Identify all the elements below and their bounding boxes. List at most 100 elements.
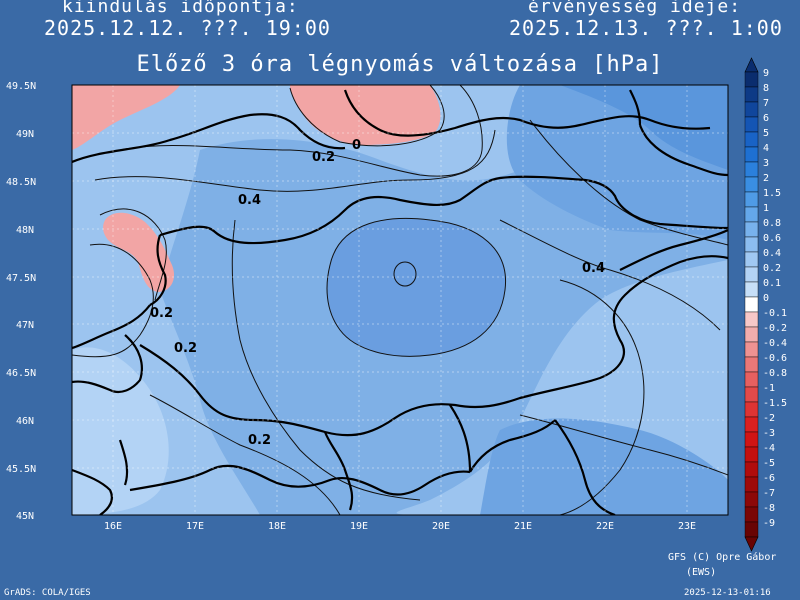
legend-label: -1.5 [763,398,787,409]
lat-lon-grid [72,85,728,515]
contour-label: 0.4 [582,261,605,276]
valid-time-value: 2025.12.13. ???. 1:00 [509,16,783,40]
legend-swatch [744,236,759,253]
legend-label: 0.6 [763,233,781,244]
lat-label: 45.5N [6,464,36,475]
legend-swatch [744,326,759,343]
legend-arrow-up [744,57,759,73]
legend-swatch [744,116,759,133]
generation-timestamp: 2025-12-13-01:16 [684,588,771,598]
legend-label: 3 [763,158,769,169]
legend-swatch [744,71,759,88]
map-plot-area [72,85,728,515]
contour-labels: 0 0.2 0.4 0.4 0.2 0.2 0.2 [150,138,605,448]
start-time-label: kiindulás időpontja: [62,0,299,17]
legend-arrow-down [744,536,759,552]
legend-swatch [744,281,759,298]
legend-label: -3 [763,428,775,439]
lon-label: 23E [678,521,696,532]
legend-swatch [744,146,759,163]
valid-time-label: érvényesség ideje: [528,0,742,17]
legend-label: 1.5 [763,188,781,199]
legend-swatch [744,341,759,358]
legend-swatch [744,251,759,268]
map-frame [71,84,729,516]
legend-label: -5 [763,458,775,469]
legend-label: 9 [763,68,769,79]
legend-swatch [744,356,759,373]
legend-label: 1 [763,203,769,214]
lon-label: 20E [432,521,450,532]
legend-label: -0.4 [763,338,787,349]
legend-label: 0 [763,293,769,304]
isobar-lines [72,85,728,515]
legend-label: 7 [763,98,769,109]
lat-label: 46N [16,416,34,427]
legend-label: -2 [763,413,775,424]
lon-label: 22E [596,521,614,532]
legend-label: -0.8 [763,368,787,379]
contour-label: 0 [352,138,361,153]
legend-label: 2 [763,173,769,184]
legend-swatch [744,131,759,148]
lon-label: 16E [104,521,122,532]
legend-label: -0.1 [763,308,787,319]
legend-label: -9 [763,518,775,529]
legend-swatch [744,416,759,433]
field-neg-west [103,212,175,292]
legend-swatch [744,296,759,313]
legend-swatch [744,401,759,418]
legend-label: 4 [763,143,769,154]
map-title: Előző 3 óra légnyomás változása [hPa] [136,52,664,77]
lat-label: 48N [16,225,34,236]
color-scale-legend: 9 8 7 6 5 4 3 2 1.5 1 0.8 0.6 0.4 0.2 0.1 0 -0.1 -0.2 -0.4… [744,57,787,552]
lon-label: 21E [514,521,532,532]
legend-label: 6 [763,113,769,124]
lat-label: 47N [16,320,34,331]
legend-label: 0.4 [763,248,781,259]
legend-label: 0.2 [763,263,781,274]
legend-label: 0.8 [763,218,781,229]
lat-label: 49.5N [6,81,36,92]
lat-label: 47.5N [6,273,36,284]
contour-label: 0.2 [312,150,335,165]
legend-swatch [744,506,759,523]
legend-swatch [744,476,759,493]
legend-label: -1 [763,383,775,394]
legend-label: -6 [763,473,775,484]
legend-swatch [744,491,759,508]
legend-swatch [744,446,759,463]
lat-label: 46.5N [6,368,36,379]
field-0.8-ne [560,85,728,170]
legend-swatch [744,101,759,118]
contour-label: 0.4 [238,193,261,208]
field-neg-north [290,85,441,145]
legend-swatch [744,221,759,238]
legend-swatch [744,176,759,193]
legend-label: -8 [763,503,775,514]
contour-label: 0.2 [248,433,271,448]
legend-swatch [744,431,759,448]
legend-swatch [744,86,759,103]
contour-label: 0.2 [150,306,173,321]
lon-label: 18E [268,521,286,532]
country-borders [72,89,728,515]
lon-label: 19E [350,521,368,532]
lat-label: 49N [16,129,34,140]
latitude-labels: 49.5N 49N 48.5N 48N 47.5N 47N 46.5N 46N … [6,81,36,522]
model-credit-ews: (EWS) [686,567,717,578]
legend-swatch [744,461,759,478]
field-neg-northwest [72,85,180,150]
lat-label: 45N [16,511,34,522]
field-0.6-se [480,418,728,515]
start-time-value: 2025.12.12. ???. 19:00 [44,16,331,40]
grads-credit: GrADS: COLA/IGES [4,588,91,598]
legend-swatch [744,386,759,403]
legend-label: -7 [763,488,775,499]
field-0.2-west [72,347,169,515]
legend-label: -0.2 [763,323,787,334]
legend-label: 5 [763,128,769,139]
contour-label: 0.2 [174,341,197,356]
model-credit: GFS (C) Opre Gábor [668,552,777,563]
